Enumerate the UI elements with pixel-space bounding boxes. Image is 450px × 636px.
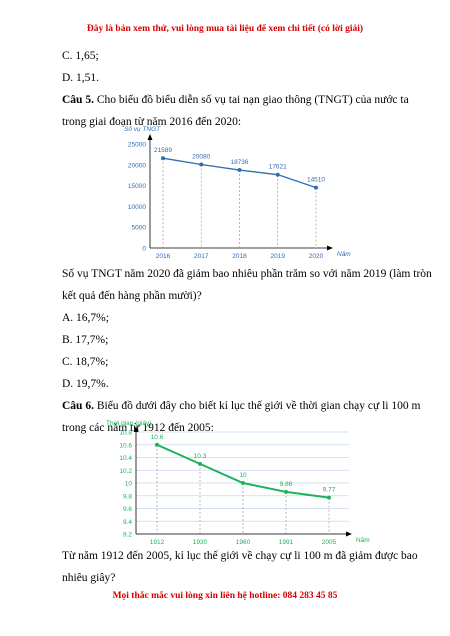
data-label: 10.6 (151, 434, 164, 441)
data-label: 10.3 (194, 453, 207, 460)
x-axis-arrow (346, 531, 352, 537)
y-axis-arrow (147, 134, 153, 140)
data-label: 9.77 (323, 487, 336, 494)
question-5-option-a: A. 16,7%; (62, 312, 109, 324)
data-label: 17621 (269, 164, 287, 171)
data-point (199, 162, 204, 167)
question-5-text: Câu 5. Cho biểu đồ biểu diễn số vụ tai n… (62, 94, 409, 106)
y-tick-label: 0 (142, 246, 146, 253)
y-tick-label: 10.8 (119, 430, 132, 437)
y-axis-title: Số vụ TNGT (124, 125, 161, 133)
data-point (161, 156, 165, 161)
data-label: 14510 (307, 177, 325, 184)
data-point (284, 489, 288, 494)
y-tick-label: 5000 (132, 225, 147, 232)
data-label: 18736 (230, 159, 248, 166)
x-tick-label: 1960 (236, 539, 251, 546)
data-point (314, 185, 318, 190)
data-label: 10 (239, 472, 247, 479)
question-5-option-c: C. 18,7%; (62, 356, 109, 368)
x-tick-label: 2017 (194, 253, 209, 260)
y-tick-label: 9.4 (123, 519, 132, 526)
question-5-after1: Số vụ TNGT năm 2020 đã giảm bao nhiêu ph… (62, 268, 432, 280)
option-c-prev: C. 1,65; (62, 50, 99, 62)
x-axis-title: Năm (356, 537, 370, 544)
data-label: 9.86 (280, 481, 293, 488)
hotline-footer: Mọi thắc mắc vui lòng xin liên hệ hotlin… (112, 591, 338, 601)
question-5-label: Câu 5. (62, 94, 94, 106)
x-axis-title: Năm (337, 251, 351, 258)
x-axis-arrow (327, 245, 333, 251)
x-tick-label: 2018 (232, 253, 247, 260)
x-tick-label: 2019 (271, 253, 286, 260)
question-6-line2: trong các năm từ 1912 đến 2005: (62, 422, 214, 434)
y-axis-title: Thời gian (giây) (106, 420, 151, 427)
y-tick-label: 10000 (128, 204, 146, 211)
data-point (275, 172, 280, 177)
y-tick-label: 10 (125, 481, 133, 488)
y-tick-label: 25000 (128, 142, 146, 149)
question-5-line1: Cho biểu đồ biểu diễn số vụ tai nạn giao… (93, 94, 409, 106)
data-point (198, 461, 202, 466)
x-tick-label: 2005 (322, 539, 337, 546)
data-point (155, 442, 159, 447)
option-d-prev: D. 1,51. (62, 72, 100, 84)
preview-banner: Đây là bản xem thử, vui lòng mua tài liệ… (86, 24, 364, 34)
y-tick-label: 10.4 (119, 455, 132, 462)
x-tick-label: 1912 (150, 539, 165, 546)
y-tick-label: 10.2 (119, 468, 132, 475)
y-tick-label: 9.8 (123, 493, 132, 500)
data-point (241, 481, 245, 485)
y-tick-label: 15000 (128, 183, 146, 190)
data-label: 21589 (154, 147, 172, 154)
question-5-after2: kết quả đến hàng phần mười)? (62, 290, 202, 302)
y-tick-label: 20000 (128, 162, 146, 169)
x-tick-label: 2020 (309, 253, 324, 260)
x-tick-label: 2016 (156, 253, 171, 260)
y-axis-arrow (133, 426, 139, 432)
data-point (327, 495, 331, 500)
question-5-option-d: D. 19,7%. (62, 378, 109, 390)
x-tick-label: 1930 (193, 539, 208, 546)
y-tick-label: 9.6 (123, 506, 132, 513)
question-6-after2: nhiêu giây? (62, 572, 116, 584)
data-point (237, 168, 242, 173)
x-tick-label: 1991 (279, 539, 294, 546)
question-6-line1: Biểu đồ dưới đây cho biết kỉ lục thế giớ… (93, 400, 421, 412)
question-6-after1: Từ năm 1912 đến 2005, kỉ lục thế giới về… (62, 550, 418, 562)
data-label: 20080 (192, 153, 210, 160)
y-tick-label: 10.6 (119, 442, 132, 449)
question-5-line2: trong giai đoạn từ năm 2016 đến 2020: (62, 116, 242, 128)
question-6-label: Câu 6. (62, 400, 94, 412)
question-6-text: Câu 6. Biểu đồ dưới đây cho biết kỉ lục … (62, 400, 420, 412)
question-5-option-b: B. 17,7%; (62, 334, 109, 346)
y-tick-label: 9.2 (123, 532, 132, 539)
